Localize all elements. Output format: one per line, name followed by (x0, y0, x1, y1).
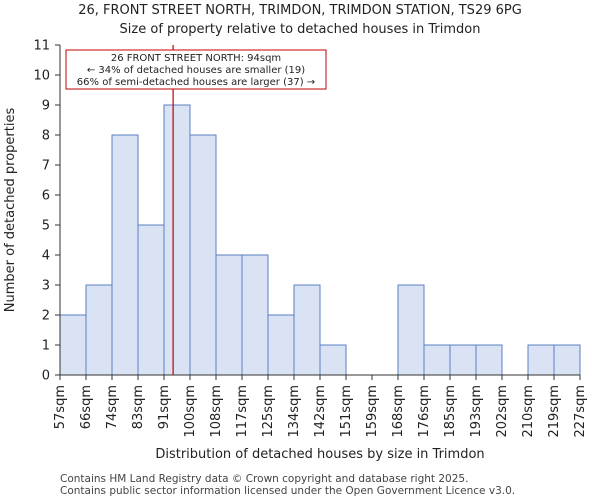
y-tick-label: 11 (33, 39, 50, 54)
bar-134sqm (293, 284, 321, 376)
bar-83sqm (137, 224, 165, 376)
y-tick-label: 10 (33, 69, 50, 84)
x-tick-label: 117sqm (235, 385, 250, 438)
y-tick-label: 0 (42, 369, 50, 384)
bar-66sqm (85, 284, 113, 376)
x-tick-label: 185sqm (443, 385, 458, 438)
bar-185sqm (449, 344, 477, 376)
y-tick-label: 3 (42, 279, 50, 294)
chart-title-line1: 26, FRONT STREET NORTH, TRIMDON, TRIMDON… (78, 3, 522, 18)
x-tick-label: 151sqm (339, 385, 354, 438)
x-tick-label: 202sqm (495, 385, 510, 438)
x-tick-label: 66sqm (79, 385, 94, 429)
bar-219sqm (553, 344, 581, 376)
bar-210sqm (527, 344, 555, 376)
bar-57sqm (59, 314, 87, 376)
x-tick-label: 125sqm (261, 385, 276, 438)
bar-117sqm (241, 254, 269, 376)
y-tick-label: 4 (42, 249, 50, 264)
x-tick-label: 91sqm (157, 385, 172, 429)
x-tick-label: 57sqm (53, 385, 68, 429)
y-tick-label: 9 (42, 99, 50, 114)
x-tick-label: 134sqm (287, 385, 302, 438)
bar-176sqm (423, 344, 451, 376)
y-axis-label: Number of detached properties (3, 108, 18, 313)
x-tick-label: 193sqm (469, 385, 484, 438)
x-tick-label: 159sqm (365, 385, 380, 438)
x-tick-label: 83sqm (131, 385, 146, 429)
annotation-line2: ← 34% of detached houses are smaller (19… (87, 65, 305, 76)
bar-193sqm (475, 344, 503, 376)
bar-108sqm (215, 254, 243, 376)
annotation-border (65, 49, 327, 90)
bars-group (59, 104, 581, 376)
footer-line2: Contains public sector information licen… (60, 485, 515, 497)
x-tick-label: 74sqm (105, 385, 120, 429)
bar-74sqm (111, 134, 139, 376)
x-tick-label: 100sqm (183, 385, 198, 438)
y-tick-label: 2 (42, 309, 50, 324)
y-axis-ticks: 0 1 2 3 4 5 6 7 8 9 10 11 (33, 39, 60, 384)
annotation-line1: 26 FRONT STREET NORTH: 94sqm (111, 53, 281, 64)
bar-168sqm (397, 284, 425, 376)
annotation-line3: 66% of semi-detached houses are larger (… (77, 77, 315, 88)
x-tick-label: 227sqm (573, 385, 588, 438)
bar-100sqm (189, 134, 217, 376)
x-tick-label: 108sqm (209, 385, 224, 438)
y-tick-label: 5 (42, 219, 50, 234)
x-axis-label: Distribution of detached houses by size … (155, 447, 484, 462)
y-tick-label: 7 (42, 159, 50, 174)
chart-title-line2: Size of property relative to detached ho… (120, 22, 481, 37)
footer-line1: Contains HM Land Registry data © Crown c… (60, 473, 468, 485)
x-tick-label: 168sqm (391, 385, 406, 438)
y-tick-label: 6 (42, 189, 50, 204)
bar-142sqm (319, 344, 347, 376)
annotation-box: 26 FRONT STREET NORTH: 94sqm ← 34% of de… (65, 49, 327, 90)
bar-91sqm (163, 104, 191, 376)
y-tick-label: 1 (42, 339, 50, 354)
x-tick-label: 176sqm (417, 385, 432, 438)
x-axis-ticks: 57sqm 66sqm 74sqm 83sqm 91sqm 100sqm 108sqm 117… (53, 375, 588, 438)
x-tick-label: 142sqm (313, 385, 328, 438)
bar-125sqm (267, 314, 295, 376)
x-tick-label: 219sqm (547, 385, 562, 438)
y-tick-label: 8 (42, 129, 50, 144)
x-tick-label: 210sqm (521, 385, 536, 438)
